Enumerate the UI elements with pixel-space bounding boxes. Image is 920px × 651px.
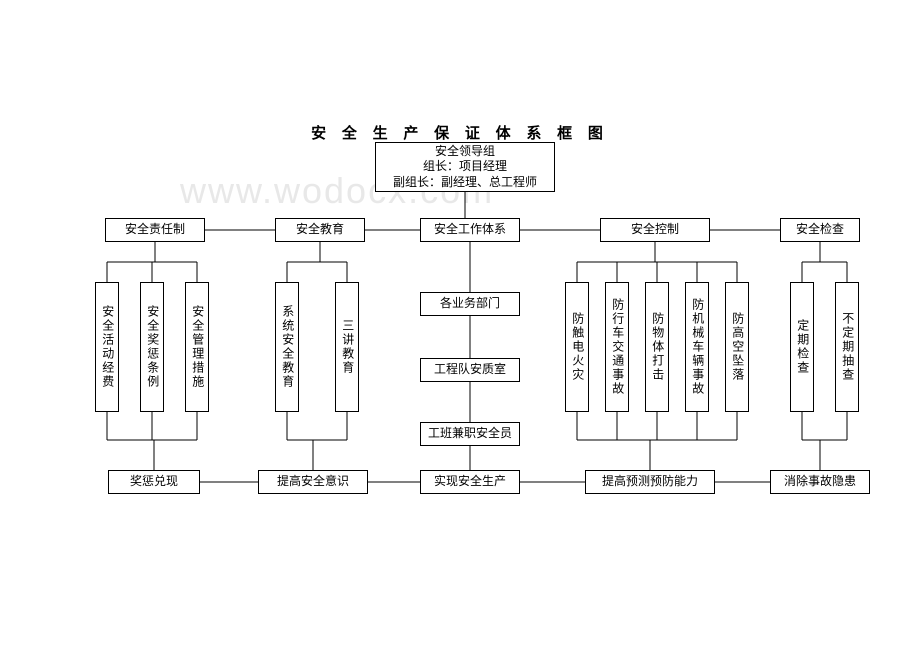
col4-fall: 防高空坠落 <box>725 282 749 412</box>
top-leadership-box: 安全领导组 组长：项目经理 副组长：副经理、总工程师 <box>375 142 555 192</box>
col3-team-safety: 工班兼职安全员 <box>420 422 520 446</box>
bottom-awareness: 提高安全意识 <box>258 470 368 494</box>
col3-departments: 各业务部门 <box>420 292 520 316</box>
diagram-title: 安 全 生 产 保 证 体 系 框 图 <box>0 122 920 143</box>
row2-responsibility: 安全责任制 <box>105 218 205 242</box>
col3-eng-quality: 工程队安质室 <box>420 358 520 382</box>
top-line2: 组长：项目经理 <box>423 159 507 175</box>
row2-inspection: 安全检查 <box>780 218 860 242</box>
col4-machine: 防机械车辆事故 <box>685 282 709 412</box>
col1-reward-rules: 安全奖惩条例 <box>140 282 164 412</box>
col1-activity-fund: 安全活动经费 <box>95 282 119 412</box>
bottom-predict: 提高预测预防能力 <box>585 470 715 494</box>
row2-worksystem: 安全工作体系 <box>420 218 520 242</box>
row2-control: 安全控制 <box>600 218 710 242</box>
bottom-achieve: 实现安全生产 <box>420 470 520 494</box>
bottom-reward: 奖惩兑现 <box>108 470 200 494</box>
row2-education: 安全教育 <box>275 218 365 242</box>
col1-mgmt-measures: 安全管理措施 <box>185 282 209 412</box>
col5-periodic: 定期检查 <box>790 282 814 412</box>
top-line3: 副组长：副经理、总工程师 <box>393 175 537 191</box>
col4-object-hit: 防物体打击 <box>645 282 669 412</box>
col2-system-edu: 系统安全教育 <box>275 282 299 412</box>
col4-electric-fire: 防触电火灾 <box>565 282 589 412</box>
col5-random: 不定期抽查 <box>835 282 859 412</box>
top-line1: 安全领导组 <box>435 144 495 160</box>
col4-traffic: 防行车交通事故 <box>605 282 629 412</box>
col2-three-talk: 三讲教育 <box>335 282 359 412</box>
bottom-eliminate: 消除事故隐患 <box>770 470 870 494</box>
connector-lines <box>0 0 920 651</box>
